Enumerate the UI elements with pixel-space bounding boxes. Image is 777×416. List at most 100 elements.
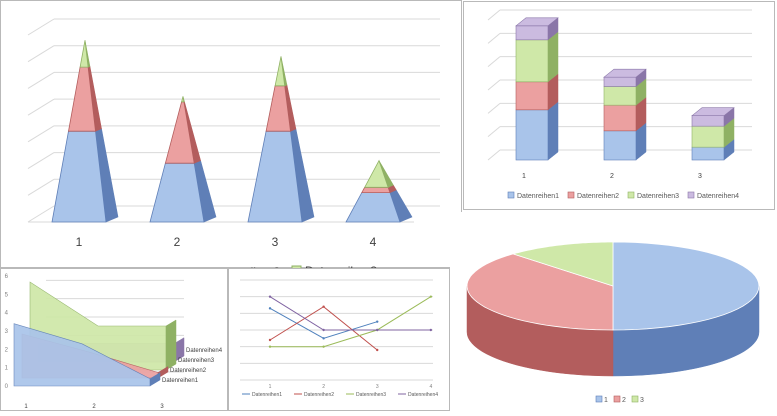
column-segment-datenreihen3-2 (603, 86, 637, 106)
legend-swatch-datenreihen3 (627, 191, 635, 199)
gridline-side (27, 125, 55, 143)
legend-label-datenreihen4: Datenreihen4 (697, 193, 739, 200)
gridline-side (487, 9, 501, 21)
pie-slice-1 (612, 241, 760, 331)
legend-swatch-datenreihen1 (507, 191, 515, 199)
pyramid-segment-datenreihen2-4 (361, 186, 391, 194)
point-datenreihen1-3 (376, 320, 379, 323)
column-top-2 (603, 68, 647, 78)
column-segment-datenreihen2-1 (515, 81, 549, 111)
gridline-side (487, 102, 501, 114)
pyramid-segment-datenreihen3-3 (274, 56, 286, 87)
point-datenreihen3-2 (322, 345, 325, 348)
column-segment-datenreihen3-3 (691, 125, 725, 148)
column-top-1 (515, 17, 559, 27)
point-datenreihen4-1 (268, 295, 272, 298)
depth-label-datenreihen1: Datenreihen1 (162, 378, 199, 384)
legend-label-datenreihen3: Datenreihen3 (356, 392, 386, 398)
x-tick-label-4: 4 (429, 384, 432, 390)
x-tick-label-2: 2 (174, 235, 181, 249)
y-tick-label-3: 3 (5, 329, 9, 335)
x-tick-label-2: 2 (322, 384, 325, 390)
legend-swatch-datenreihen4 (687, 191, 695, 199)
gridline-side (27, 205, 55, 223)
depth-label-datenreihen3: Datenreihen3 (178, 358, 215, 364)
gridline-side (487, 126, 501, 138)
area-datenreihen1 (13, 323, 151, 387)
line-datenreihen1 (269, 307, 378, 339)
column-segment-datenreihen4-1 (515, 25, 549, 41)
pyramid-segment-datenreihen1-4 (345, 192, 401, 223)
x-tick-label-4: 4 (370, 235, 377, 249)
legend-label-datenreihen3: Datenreihen3 (637, 193, 679, 200)
x-tick-label-1: 1 (522, 173, 526, 180)
x-tick-label-1: 1 (24, 404, 28, 410)
column-segment-datenreihen1-3 (691, 146, 725, 161)
point-datenreihen3-1 (268, 345, 272, 348)
gridline-side (27, 178, 55, 196)
legend-swatch-datenreihen2 (567, 191, 575, 199)
gridline-side (27, 45, 55, 63)
gridline-side (27, 152, 55, 169)
y-tick-label-4: 4 (5, 311, 9, 317)
depth-label-datenreihen2: Datenreihen2 (170, 368, 207, 374)
depth-label-datenreihen4: Datenreihen4 (186, 348, 223, 354)
pyramid-chart-panel[interactable]: 1234reihen2Datenreihen3 (0, 0, 462, 279)
pyramid-segment-datenreihen3-1 (79, 40, 89, 68)
legend-label-datenreihen1: Datenreihen1 (517, 193, 559, 200)
column-segment-datenreihen4-3 (691, 115, 725, 127)
legend-swatch-1 (595, 395, 603, 403)
point-datenreihen4-4 (429, 328, 433, 332)
point-datenreihen4-3 (376, 328, 379, 332)
area-side-datenreihen3 (165, 319, 177, 371)
gridline-side (487, 79, 501, 91)
y-tick-label-2: 2 (5, 347, 9, 353)
x-tick-label-3: 3 (698, 173, 702, 180)
point-datenreihen1-2 (322, 337, 325, 340)
point-datenreihen2-3 (376, 348, 379, 352)
pie-chart: 1 2 3 (466, 241, 760, 404)
pyramid-segment-datenreihen3-2 (181, 96, 185, 103)
point-datenreihen4-2 (322, 328, 325, 332)
column-chart-panel[interactable]: 1 2 3 Datenreihen1 Datenreihen2 Datenreihen3 D… (462, 0, 777, 212)
pie-chart-panel[interactable]: 1 2 3 (450, 212, 777, 411)
point-datenreihen2-2 (322, 305, 325, 308)
line-chart-panel[interactable]: Datenreihen1 Datenreihen2 Datenreihen3 Date… (228, 268, 450, 411)
x-tick-label-2: 2 (92, 404, 96, 410)
y-tick-label-1: 1 (5, 366, 9, 372)
area-chart-panel[interactable]: 0 1 2 3 4 5 6 Datenreihen4 Datenreihen3 Datenreih… (0, 261, 228, 411)
column-side-datenreihen3-1 (547, 31, 559, 83)
legend-label-1: 1 (604, 397, 608, 404)
line-datenreihen4 (269, 296, 431, 331)
gridline-side (27, 18, 55, 36)
x-tick-label-2: 2 (610, 173, 614, 180)
pyramid-chart: 1234reihen2Datenreihen3 (0, 0, 462, 279)
column-chart: 1 2 3 Datenreihen1 Datenreihen2 Datenreihen3 D… (463, 1, 775, 210)
chart-border (0, 0, 462, 268)
pie-slice-2 (466, 253, 614, 331)
y-tick-label-0: 0 (5, 384, 9, 390)
gridline-side (487, 149, 501, 161)
point-datenreihen2-1 (268, 338, 272, 342)
chart-border (463, 1, 775, 210)
x-tick-label-1: 1 (76, 235, 83, 249)
gridline-side (27, 72, 55, 89)
legend-swatch-2 (613, 395, 621, 403)
column-segment-datenreihen3-1 (515, 39, 549, 83)
x-tick-label-3: 3 (160, 404, 164, 410)
legend-label-3: 3 (640, 397, 644, 404)
chart-border (228, 268, 450, 411)
point-datenreihen1-1 (268, 307, 272, 310)
legend-label-datenreihen1: Datenreihen1 (252, 392, 282, 398)
x-tick-label-3: 3 (272, 235, 279, 249)
y-tick-label-5: 5 (5, 292, 9, 298)
pyramid-segment-datenreihen1-2 (149, 162, 205, 223)
line-datenreihen3 (270, 296, 432, 348)
gridline-side (27, 98, 55, 116)
x-tick-label-1: 1 (269, 384, 272, 390)
gridline-side (487, 32, 501, 44)
column-side-datenreihen1-1 (547, 101, 559, 161)
point-datenreihen3-4 (429, 295, 433, 298)
x-tick-label-3: 3 (376, 384, 379, 390)
column-segment-datenreihen1-1 (515, 109, 549, 161)
